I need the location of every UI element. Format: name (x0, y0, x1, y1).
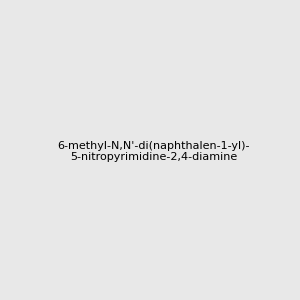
Text: 6-methyl-N,N'-di(naphthalen-1-yl)-
5-nitropyrimidine-2,4-diamine: 6-methyl-N,N'-di(naphthalen-1-yl)- 5-nit… (58, 141, 250, 162)
